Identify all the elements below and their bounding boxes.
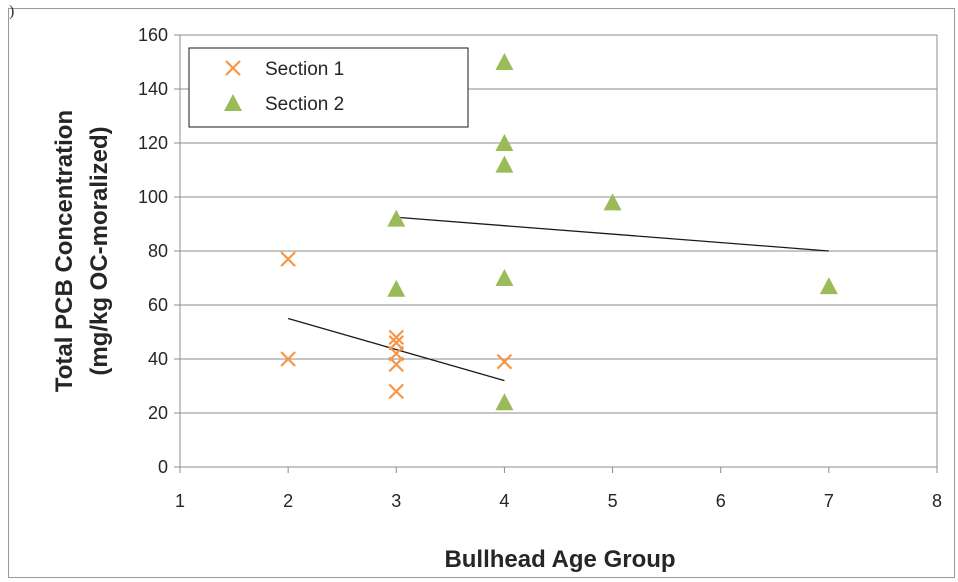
legend-marker-section-1 <box>225 60 241 76</box>
point-series-2-4 <box>495 134 514 151</box>
x-tick-label-4: 4 <box>499 491 509 511</box>
y-tick-label-140: 140 <box>138 79 168 99</box>
point-series-1-8 <box>496 353 513 370</box>
point-series-2-7 <box>495 393 514 411</box>
point-series-2-6 <box>495 269 514 286</box>
point-series-1-6 <box>388 356 405 373</box>
data-points <box>280 53 838 411</box>
point-series-1-1 <box>280 251 296 267</box>
x-tick-label-2: 2 <box>283 491 293 511</box>
legend-label-section-1: Section 1 <box>265 59 344 80</box>
legend-x-marker-stroke-b <box>225 60 241 76</box>
x-tick-label-7: 7 <box>824 491 834 511</box>
point-series-1-1-stroke-b <box>280 251 296 267</box>
y-tick-label-20: 20 <box>148 403 168 423</box>
x-tick-label-5: 5 <box>608 491 618 511</box>
x-axis-label: Bullhead Age Group <box>444 546 675 573</box>
legend: Section 1 Section 2 <box>188 47 469 128</box>
y-tick-label-80: 80 <box>148 241 168 261</box>
point-series-1-2 <box>280 351 296 367</box>
point-series-1-6-stroke-b <box>388 356 405 373</box>
point-series-2-8 <box>603 193 622 211</box>
point-series-2-1 <box>387 209 406 227</box>
point-series-2-2 <box>387 279 406 297</box>
trendline-series-2 <box>396 216 829 252</box>
tick-labels: 0 20 40 60 80 100 120 140 160 1 2 3 4 5 6 7 8 <box>138 25 942 511</box>
y-tick-label-120: 120 <box>138 133 168 153</box>
point-series-1-3 <box>388 329 405 346</box>
point-series-2-9 <box>819 277 838 295</box>
y-tick-label-60: 60 <box>148 295 168 315</box>
y-tick-label-0: 0 <box>158 457 168 477</box>
point-series-1-2-stroke-b <box>280 351 296 367</box>
x-tick-label-1: 1 <box>175 491 185 511</box>
y-axis-label-line-1: Total PCB Concentration <box>51 110 78 392</box>
point-series-1-7-stroke-b <box>388 383 405 400</box>
y-tick-label-100: 100 <box>138 187 168 207</box>
point-series-2-5 <box>495 155 514 173</box>
x-tick-label-6: 6 <box>716 491 726 511</box>
legend-box <box>188 47 469 128</box>
x-tick-label-8: 8 <box>932 491 942 511</box>
point-series-1-8-stroke-b <box>496 353 513 370</box>
trendlines <box>287 216 829 382</box>
point-series-1-3-stroke-b <box>388 329 405 346</box>
legend-x-marker <box>225 60 241 76</box>
y-tick-label-160: 160 <box>138 25 168 45</box>
trendline-series-1 <box>287 317 505 382</box>
y-axis-label-line-2: (mg/kg OC-moralized) <box>86 126 113 375</box>
y-tick-label-40: 40 <box>148 349 168 369</box>
legend-triangle-marker <box>224 94 242 111</box>
legend-marker-section-2 <box>224 94 242 111</box>
point-series-1-7 <box>388 383 405 400</box>
x-tick-label-3: 3 <box>391 491 401 511</box>
point-series-2-3 <box>495 53 514 70</box>
corner-mark: ) <box>9 3 15 20</box>
legend-label-section-2: Section 2 <box>265 94 344 115</box>
